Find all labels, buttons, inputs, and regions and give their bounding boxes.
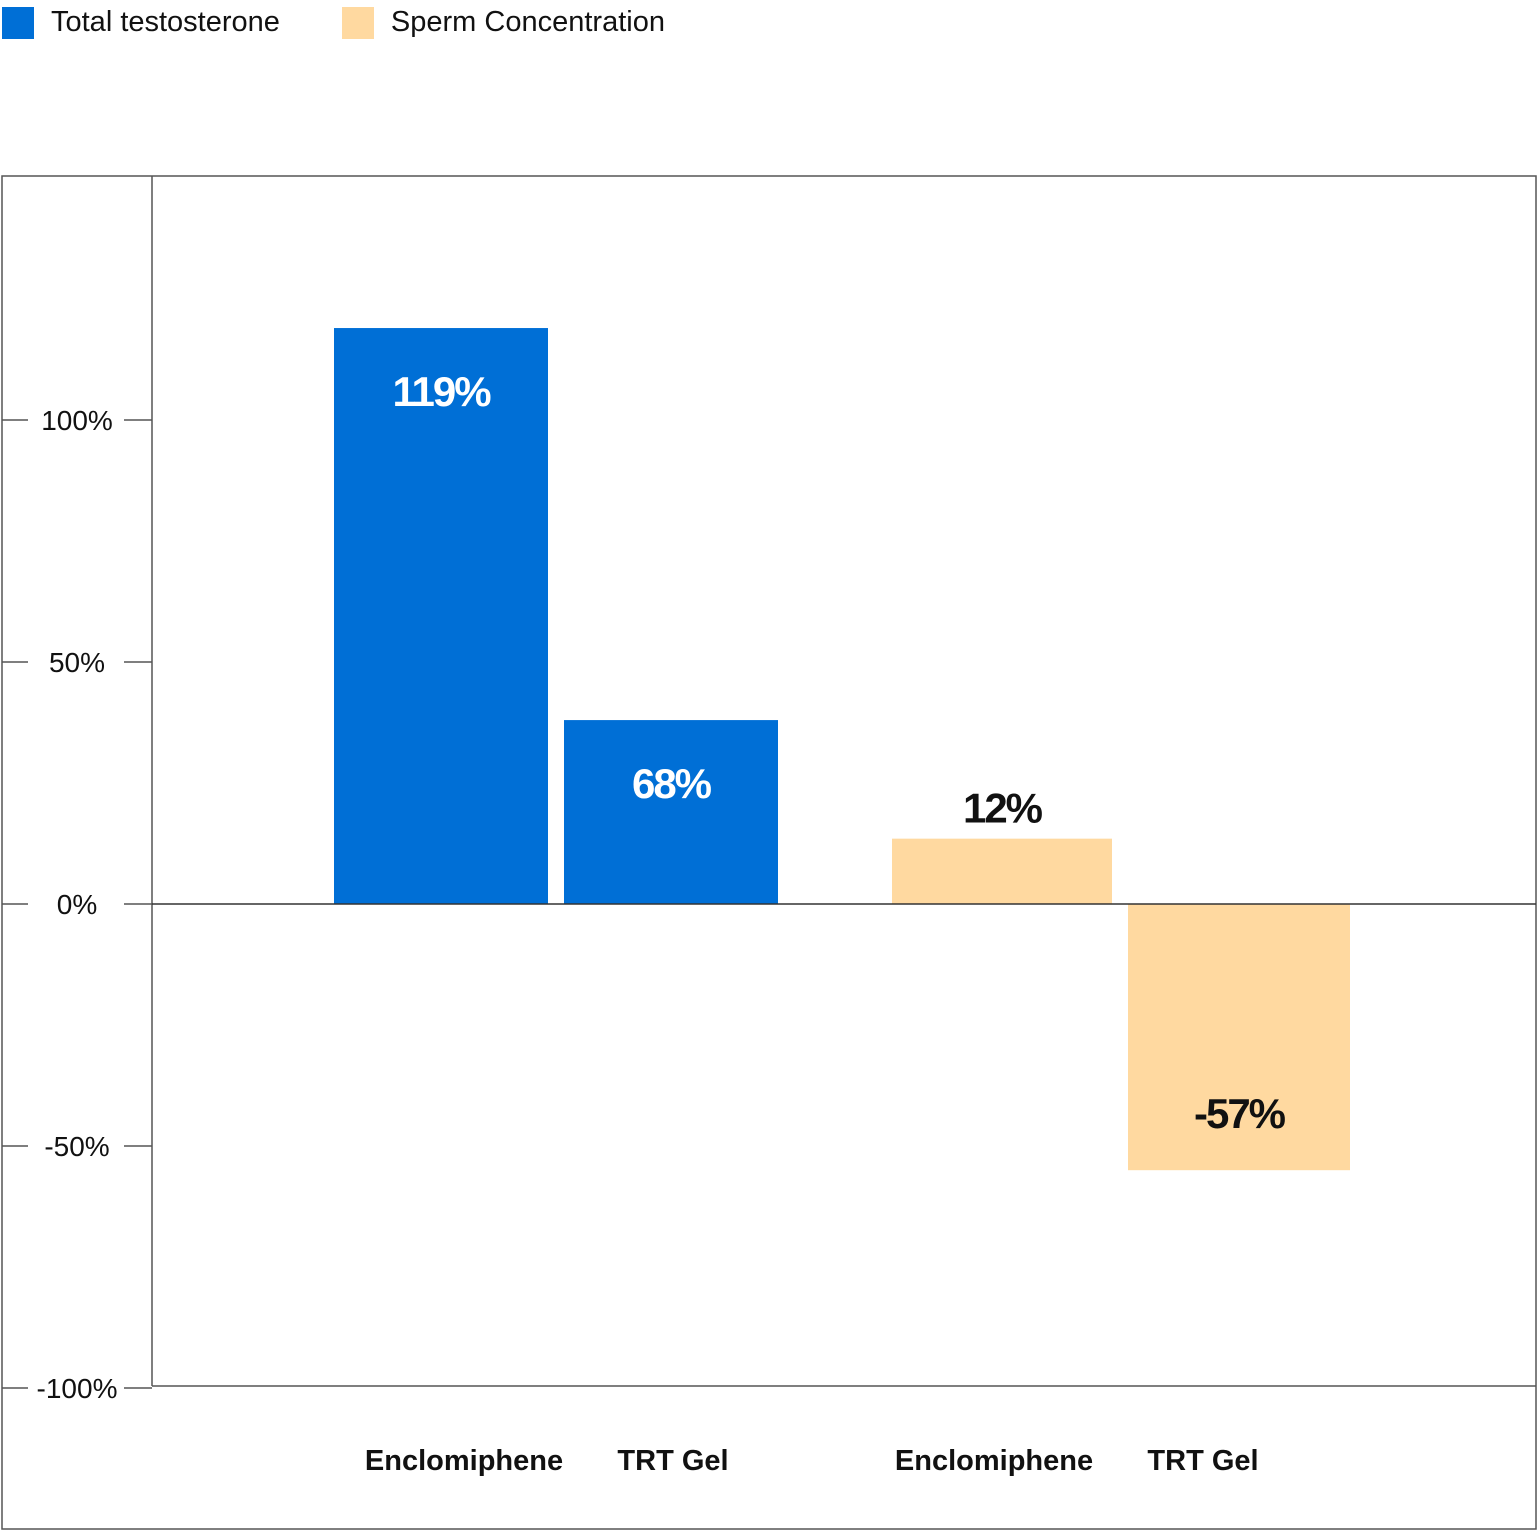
bar-value-label: 119% <box>392 368 491 415</box>
legend-label: Total testosterone <box>51 6 280 38</box>
legend-item-sperm-concentration: Sperm Concentration <box>341 6 665 39</box>
x-category-label: TRT Gel <box>617 1445 728 1477</box>
y-tick-label: 100% <box>41 405 113 436</box>
bar-value-label: -57% <box>1194 1090 1286 1137</box>
y-tick-label: 0% <box>57 889 97 920</box>
bar <box>564 720 778 904</box>
chart-frame <box>1 175 1537 1530</box>
x-category-label: Enclomiphene <box>365 1445 563 1477</box>
legend-label: Sperm Concentration <box>390 6 665 38</box>
legend-swatch-total-testosterone <box>2 6 34 39</box>
bar <box>334 328 548 904</box>
legend-swatch-sperm-concentration <box>341 6 374 39</box>
chart-legend: Total testosterone Sperm Concentration <box>2 6 665 39</box>
y-tick-label: -50% <box>44 1131 109 1162</box>
x-category-label: Enclomiphene <box>895 1445 1093 1477</box>
legend-item-total-testosterone: Total testosterone <box>2 6 280 39</box>
bar <box>1128 904 1350 1171</box>
bar-value-label: 68% <box>632 760 712 807</box>
y-tick-label: -100% <box>37 1373 118 1404</box>
x-category-label: TRT Gel <box>1147 1445 1258 1477</box>
bar <box>892 838 1112 904</box>
bar-value-label: 12% <box>963 785 1043 832</box>
y-tick-label: 50% <box>49 647 105 678</box>
